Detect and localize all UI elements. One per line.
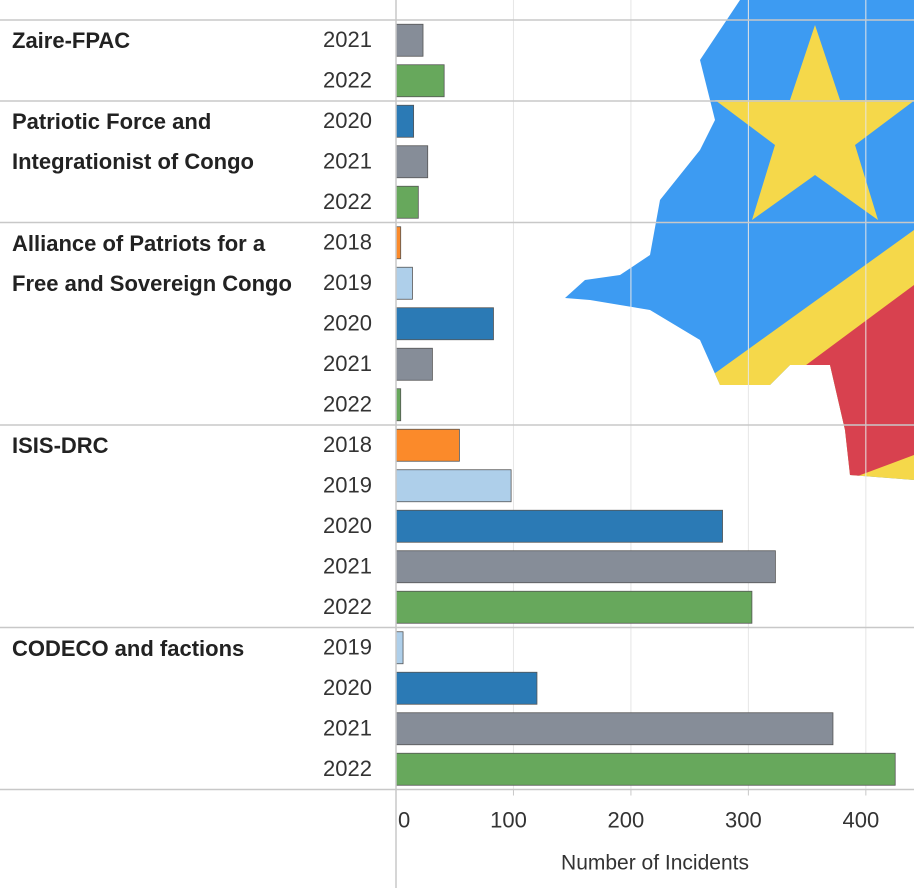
x-tick-label: 300 — [725, 807, 762, 832]
year-label: 2018 — [323, 432, 372, 457]
year-label: 2022 — [323, 392, 372, 417]
bar — [395, 550, 776, 584]
group-label: Alliance of Patriots for a Free and Sove… — [12, 230, 292, 296]
year-label: 2020 — [323, 108, 372, 133]
map-background — [565, 0, 914, 480]
x-tick-label: 0 — [398, 807, 410, 832]
bar — [395, 752, 896, 786]
group-label: Zaire-FPAC — [12, 28, 131, 53]
year-label: 2019 — [323, 473, 372, 498]
year-label: 2021 — [323, 149, 372, 174]
bar — [395, 428, 460, 462]
bar — [395, 671, 538, 705]
bar — [395, 307, 494, 341]
group-label: ISIS-DRC — [12, 433, 109, 458]
bar — [395, 712, 834, 746]
x-tick-label: 100 — [490, 807, 527, 832]
year-label: 2021 — [323, 27, 372, 52]
year-label: 2019 — [323, 270, 372, 295]
bar — [395, 590, 753, 624]
group-label: Patriotic Force and Integrationist of Co… — [12, 109, 254, 174]
bar — [395, 509, 723, 543]
x-tick-label: 400 — [842, 807, 879, 832]
x-tick-label: 200 — [608, 807, 645, 832]
year-label: 2021 — [323, 351, 372, 376]
bar — [395, 631, 404, 665]
year-label: 2021 — [323, 554, 372, 579]
year-label: 2020 — [323, 311, 372, 336]
year-label: 2022 — [323, 68, 372, 93]
bar — [395, 266, 413, 300]
bar — [395, 104, 415, 138]
year-label: 2022 — [323, 756, 372, 781]
group-label: CODECO and factions — [12, 635, 245, 661]
x-axis-label: Number of Incidents — [561, 852, 749, 875]
year-label: 2022 — [323, 189, 372, 214]
year-label: 2019 — [323, 635, 372, 660]
bar — [395, 347, 433, 381]
year-label: 2022 — [323, 594, 372, 619]
year-label: 2021 — [323, 716, 372, 741]
bar — [395, 145, 429, 179]
bar — [395, 23, 424, 57]
bar — [395, 185, 419, 219]
year-label: 2020 — [323, 513, 372, 538]
bar — [395, 64, 445, 98]
year-label: 2018 — [323, 230, 372, 255]
bar — [395, 469, 512, 503]
year-label: 2020 — [323, 675, 372, 700]
